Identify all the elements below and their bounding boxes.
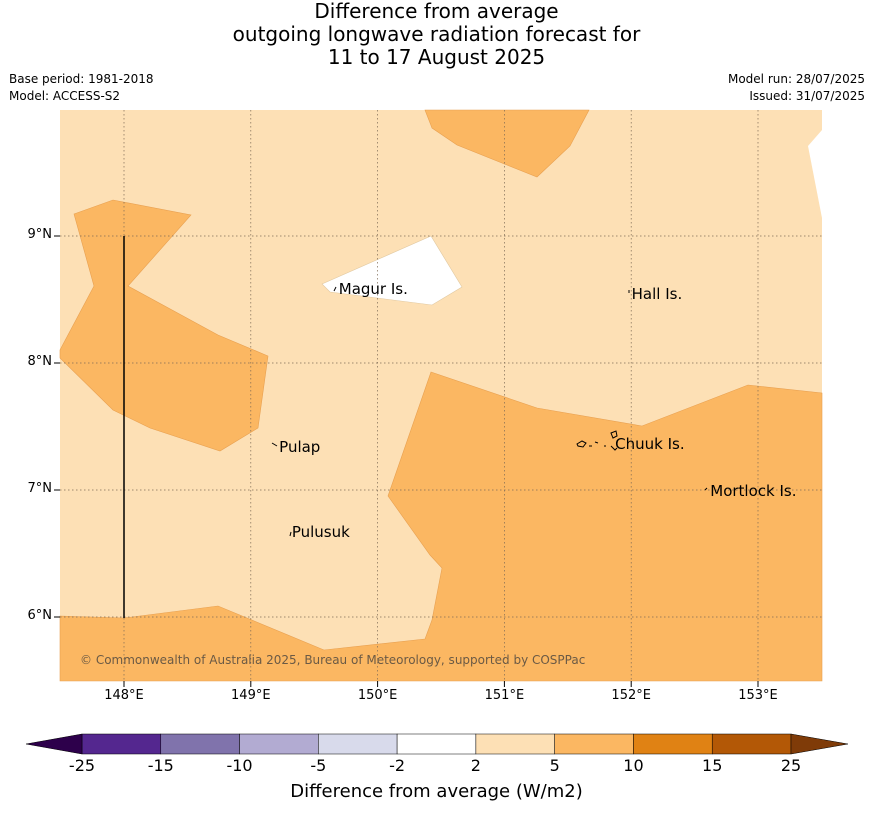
- longitude-label: 152°E: [611, 688, 651, 703]
- model-name: Model: ACCESS-S2: [9, 89, 121, 103]
- place-label: Mortlock Is.: [710, 481, 797, 500]
- colorbar-tick-label: 5: [549, 756, 560, 775]
- place-label: Pulap: [279, 438, 321, 457]
- anomaly-region-west: [59, 199, 269, 452]
- colorbar-tick-label: -10: [226, 756, 253, 775]
- colorbar-label: Difference from average (W/m2): [290, 781, 583, 802]
- latitude-label: 9°N: [27, 227, 53, 242]
- latitude-label: 7°N: [27, 481, 53, 496]
- colorbar-under-arrow: [25, 733, 83, 755]
- colorbar-tick-label: 15: [702, 756, 723, 775]
- colorbar-bin: [711, 733, 792, 755]
- colorbar-tick-label: 2: [470, 756, 481, 775]
- colorbar-tick-label: -15: [147, 756, 174, 775]
- latitude-label: 8°N: [27, 354, 53, 369]
- issued-date: Issued: 31/07/2025: [749, 89, 865, 103]
- colorbar-bin: [475, 733, 555, 755]
- map-title: Difference from average outgoing longwav…: [0, 0, 873, 69]
- title-line-2: outgoing longwave radiation forecast for: [232, 22, 641, 46]
- longitude-label: 148°E: [104, 688, 144, 703]
- colorbar-tick-label: -5: [310, 756, 327, 775]
- latitude-label: 6°N: [27, 608, 53, 623]
- colorbar-bin: [396, 733, 477, 755]
- colorbar-tick-label: -25: [68, 756, 96, 775]
- place-label: Hall Is.: [631, 284, 683, 303]
- neutral-region-edge: [808, 130, 822, 218]
- tick-marks: [54, 235, 759, 687]
- neutral-region: [321, 235, 463, 306]
- place-label: Magur Is.: [338, 279, 408, 298]
- place-label: Chuuk Is.: [615, 434, 685, 453]
- colorbar-tick-label: 10: [623, 756, 644, 775]
- model-run: Model run: 28/07/2025: [727, 72, 865, 86]
- colorbar-bin: [633, 733, 713, 755]
- anomaly-region-north: [424, 109, 590, 178]
- meta-right: Model run: 28/07/2025 Issued: 31/07/2025: [728, 71, 865, 105]
- title-line-3: 11 to 17 August 2025: [327, 45, 546, 69]
- longitude-label: 151°E: [484, 688, 525, 703]
- title-line-1: Difference from average: [314, 0, 559, 23]
- colorbar-bin: [554, 733, 634, 755]
- colorbar-tick-label: -2: [389, 756, 406, 775]
- base-period: Base period: 1981-2018: [9, 72, 154, 86]
- colorbar-tick-label: 25: [780, 756, 802, 775]
- longitude-label: 153°E: [738, 688, 778, 703]
- colorbar-bin: [239, 733, 319, 755]
- longitude-label: 149°E: [231, 688, 271, 703]
- colorbar: [25, 733, 849, 755]
- colorbar-bin: [81, 733, 162, 755]
- colorbar-bin: [318, 733, 398, 755]
- place-label: Pulusuk: [291, 523, 350, 542]
- copyright-notice: © Commonwealth of Australia 2025, Bureau…: [80, 653, 586, 667]
- colorbar-bin: [160, 733, 240, 755]
- longitude-label: 150°E: [357, 688, 398, 703]
- colorbar-over-arrow: [790, 733, 849, 755]
- meta-left: Base period: 1981-2018 Model: ACCESS-S2: [9, 71, 154, 105]
- island-outlines: [271, 286, 708, 537]
